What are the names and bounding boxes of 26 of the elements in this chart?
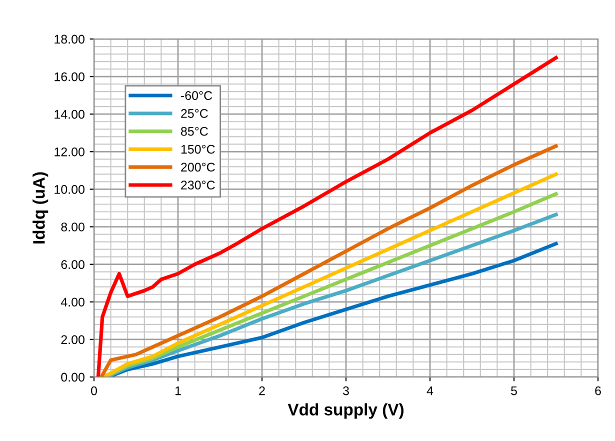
y-tick-label: 4.00 xyxy=(60,298,84,307)
y-tick-label: 10.00 xyxy=(54,185,84,194)
x-tick-label: 6 xyxy=(595,386,601,396)
x-tick-label: 0 xyxy=(91,386,97,396)
y-tick-label: 12.00 xyxy=(54,147,84,156)
x-axis-title: Vdd supply (V) xyxy=(288,403,404,419)
legend-label: 200°C xyxy=(181,162,215,172)
x-tick-label: 1 xyxy=(175,386,181,396)
x-tick-label: 2 xyxy=(259,386,265,396)
legend-label: -60°C xyxy=(181,91,212,100)
y-tick-label: 2.00 xyxy=(61,335,84,344)
legend-label: 230°C xyxy=(181,180,215,190)
y-tick-label: 6.00 xyxy=(61,260,84,269)
legend-label: 25°C xyxy=(181,109,208,118)
y-tick-label: 14.00 xyxy=(54,110,84,119)
line-series xyxy=(96,56,558,377)
y-axis-title: Iddq (uA) xyxy=(32,172,48,244)
y-tick-label: 0.00 xyxy=(61,372,84,382)
y-tick-label: 18.00 xyxy=(54,34,84,44)
legend-label: 150°C xyxy=(181,144,215,154)
x-tick-label: 4 xyxy=(426,386,434,396)
y-tick-label: 8.00 xyxy=(61,222,84,232)
x-tick-label: 3 xyxy=(343,386,349,396)
legend-label: 85°C xyxy=(180,126,208,136)
y-tick-label: 16.00 xyxy=(54,72,84,82)
x-tick-label: 5 xyxy=(511,386,517,396)
